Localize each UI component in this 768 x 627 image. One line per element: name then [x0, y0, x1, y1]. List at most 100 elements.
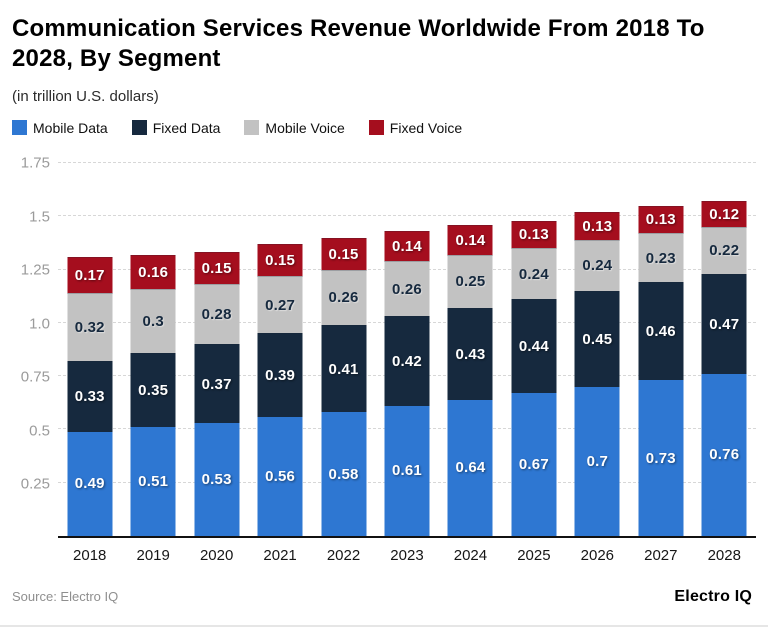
stacked-bar-2021: 0.56 0.39 0.27 0.15: [257, 163, 303, 536]
segment-fixed-data-2025[interactable]: 0.44: [511, 299, 557, 394]
x-tick-label-2022: 2022: [326, 546, 361, 564]
bar-column-2027: 0.73 0.46 0.23 0.13: [629, 163, 692, 536]
gridline: [58, 215, 756, 217]
segment-mobile-data-2019[interactable]: 0.51: [130, 427, 176, 536]
segment-mobile-data-2025[interactable]: 0.67: [511, 393, 557, 536]
segment-value-label: 0.51: [138, 473, 169, 491]
segment-value-label: 0.35: [138, 381, 169, 399]
segment-fixed-voice-2025[interactable]: 0.13: [511, 220, 557, 249]
segment-mobile-data-2028[interactable]: 0.76: [701, 373, 747, 536]
segment-mobile-data-2018[interactable]: 0.49: [67, 431, 113, 536]
segment-fixed-data-2022[interactable]: 0.41: [321, 324, 367, 413]
segment-value-label: 0.25: [455, 273, 486, 291]
segment-value-label: 0.45: [582, 330, 613, 348]
segment-fixed-voice-2026[interactable]: 0.13: [574, 211, 620, 240]
y-axis: 0.25 0.5 0.75 1.0 1.25 1.5 1.75: [12, 154, 58, 538]
segment-value-label: 0.43: [455, 345, 486, 363]
segment-mobile-data-2021[interactable]: 0.56: [257, 416, 303, 536]
segment-mobile-data-2022[interactable]: 0.58: [321, 412, 367, 536]
x-tick-label-2026: 2026: [580, 546, 615, 564]
segment-value-label: 0.7: [586, 452, 609, 470]
segment-mobile-voice-2021[interactable]: 0.27: [257, 275, 303, 334]
segment-value-label: 0.22: [709, 242, 740, 260]
segment-value-label: 0.28: [201, 306, 232, 324]
segment-value-label: 0.3: [142, 312, 164, 330]
segment-mobile-voice-2022[interactable]: 0.26: [321, 269, 367, 325]
segment-value-label: 0.17: [74, 266, 105, 284]
segment-mobile-data-2026[interactable]: 0.7: [574, 386, 620, 536]
legend-item-fixed-data[interactable]: Fixed Data: [131, 119, 221, 136]
segment-fixed-voice-2020[interactable]: 0.15: [194, 252, 240, 285]
segment-fixed-data-2021[interactable]: 0.39: [257, 333, 303, 417]
bar-column-2026: 0.7 0.45 0.24 0.13: [566, 163, 629, 536]
segment-mobile-voice-2028[interactable]: 0.22: [701, 226, 747, 274]
segment-value-label: 0.37: [201, 375, 232, 393]
segment-fixed-voice-2024[interactable]: 0.14: [447, 224, 493, 255]
segment-mobile-voice-2027[interactable]: 0.23: [638, 233, 684, 283]
source-text: Source: Electro IQ: [12, 589, 119, 605]
segment-fixed-voice-2027[interactable]: 0.13: [638, 205, 684, 234]
segment-fixed-data-2026[interactable]: 0.45: [574, 290, 620, 387]
gridline: [58, 161, 756, 163]
segment-mobile-data-2020[interactable]: 0.53: [194, 422, 240, 536]
stacked-bar-chart: 0.25 0.5 0.75 1.0 1.25 1.5 1.75 0.49 0.33 0.32 0.…: [12, 154, 756, 564]
segment-value-label: 0.47: [709, 315, 740, 333]
bar-column-2019: 0.51 0.35 0.3 0.16: [121, 163, 184, 536]
stacked-bar-2018: 0.49 0.33 0.32 0.17: [67, 163, 113, 536]
segment-value-label: 0.15: [201, 260, 232, 278]
segment-fixed-voice-2018[interactable]: 0.17: [67, 256, 113, 293]
segment-value-label: 0.13: [582, 217, 613, 235]
segment-fixed-voice-2023[interactable]: 0.14: [384, 231, 430, 261]
segment-fixed-data-2018[interactable]: 0.33: [67, 361, 113, 432]
segment-value-label: 0.56: [265, 467, 296, 485]
segment-mobile-data-2024[interactable]: 0.64: [447, 399, 493, 536]
segment-mobile-voice-2019[interactable]: 0.3: [130, 288, 176, 353]
segment-fixed-voice-2021[interactable]: 0.15: [257, 243, 303, 276]
y-tick-label: 1.75: [20, 154, 50, 172]
segment-value-label: 0.67: [518, 456, 549, 474]
segment-fixed-data-2019[interactable]: 0.35: [130, 352, 176, 428]
bar-column-2018: 0.49 0.33 0.32 0.17: [58, 163, 121, 536]
segment-value-label: 0.46: [645, 323, 676, 341]
x-tick-label-2027: 2027: [644, 546, 678, 564]
segment-fixed-data-2020[interactable]: 0.37: [194, 344, 240, 423]
legend-swatch-icon: [12, 120, 27, 136]
segment-mobile-voice-2023[interactable]: 0.26: [384, 261, 430, 317]
segment-fixed-voice-2022[interactable]: 0.15: [321, 237, 367, 270]
bar-column-2025: 0.67 0.44 0.24 0.13: [502, 163, 565, 536]
segment-fixed-voice-2019[interactable]: 0.16: [130, 254, 176, 289]
segment-mobile-voice-2024[interactable]: 0.25: [447, 254, 493, 308]
legend-item-mobile-data[interactable]: Mobile Data: [12, 120, 108, 136]
bar-column-2024: 0.64 0.43 0.25 0.14: [439, 163, 502, 536]
legend-item-fixed-voice[interactable]: Fixed Voice: [368, 120, 462, 136]
segment-mobile-voice-2025[interactable]: 0.24: [511, 248, 557, 300]
segment-value-label: 0.26: [328, 289, 359, 307]
legend-label: Fixed Data: [152, 119, 221, 136]
chart-title: Communication Services Revenue Worldwide…: [12, 15, 705, 73]
stacked-bar-2020: 0.53 0.37 0.28 0.15: [194, 163, 240, 536]
segment-value-label: 0.23: [645, 249, 676, 267]
segment-value-label: 0.41: [328, 360, 359, 378]
segment-value-label: 0.12: [709, 206, 740, 224]
y-tick-label: 1.25: [20, 261, 50, 279]
segment-value-label: 0.32: [74, 319, 105, 337]
x-tick-label-2020: 2020: [199, 546, 234, 564]
segment-value-label: 0.15: [265, 251, 296, 269]
segment-fixed-data-2023[interactable]: 0.42: [384, 316, 430, 406]
segment-value-label: 0.27: [265, 296, 296, 314]
segment-fixed-data-2024[interactable]: 0.43: [447, 307, 493, 400]
segment-mobile-voice-2026[interactable]: 0.24: [574, 239, 620, 291]
legend: Mobile Data Fixed Data Mobile Voice Fixed V…: [12, 120, 756, 136]
legend-item-mobile-voice[interactable]: Mobile Voice: [244, 120, 345, 136]
segment-mobile-data-2023[interactable]: 0.61: [384, 405, 430, 536]
segment-fixed-data-2027[interactable]: 0.46: [638, 282, 684, 381]
segment-mobile-voice-2020[interactable]: 0.28: [194, 284, 240, 345]
segment-fixed-voice-2028[interactable]: 0.12: [701, 201, 747, 227]
y-tick-label: 1.5: [29, 208, 50, 226]
segment-mobile-data-2027[interactable]: 0.73: [638, 380, 684, 536]
y-tick-label: 0.5: [29, 422, 50, 440]
segment-mobile-voice-2018[interactable]: 0.32: [67, 292, 113, 362]
segment-fixed-data-2028[interactable]: 0.47: [701, 273, 747, 374]
segment-value-label: 0.33: [74, 388, 105, 406]
segment-value-label: 0.16: [138, 263, 169, 281]
